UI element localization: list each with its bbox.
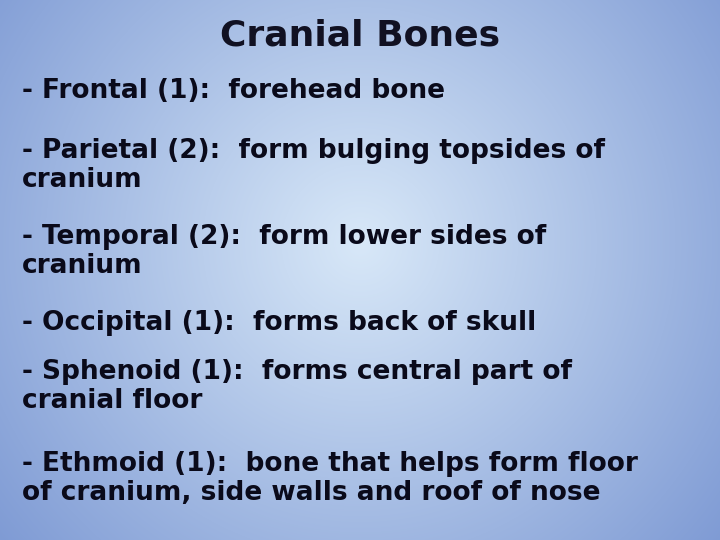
Text: Cranial Bones: Cranial Bones bbox=[220, 19, 500, 53]
Text: - Occipital (1):  forms back of skull: - Occipital (1): forms back of skull bbox=[22, 310, 536, 336]
Text: - Sphenoid (1):  forms central part of
cranial floor: - Sphenoid (1): forms central part of cr… bbox=[22, 359, 572, 414]
Text: - Temporal (2):  form lower sides of
cranium: - Temporal (2): form lower sides of cran… bbox=[22, 224, 546, 279]
Text: - Ethmoid (1):  bone that helps form floor
of cranium, side walls and roof of no: - Ethmoid (1): bone that helps form floo… bbox=[22, 451, 637, 506]
Text: - Parietal (2):  form bulging topsides of
cranium: - Parietal (2): form bulging topsides of… bbox=[22, 138, 605, 193]
Text: - Frontal (1):  forehead bone: - Frontal (1): forehead bone bbox=[22, 78, 445, 104]
